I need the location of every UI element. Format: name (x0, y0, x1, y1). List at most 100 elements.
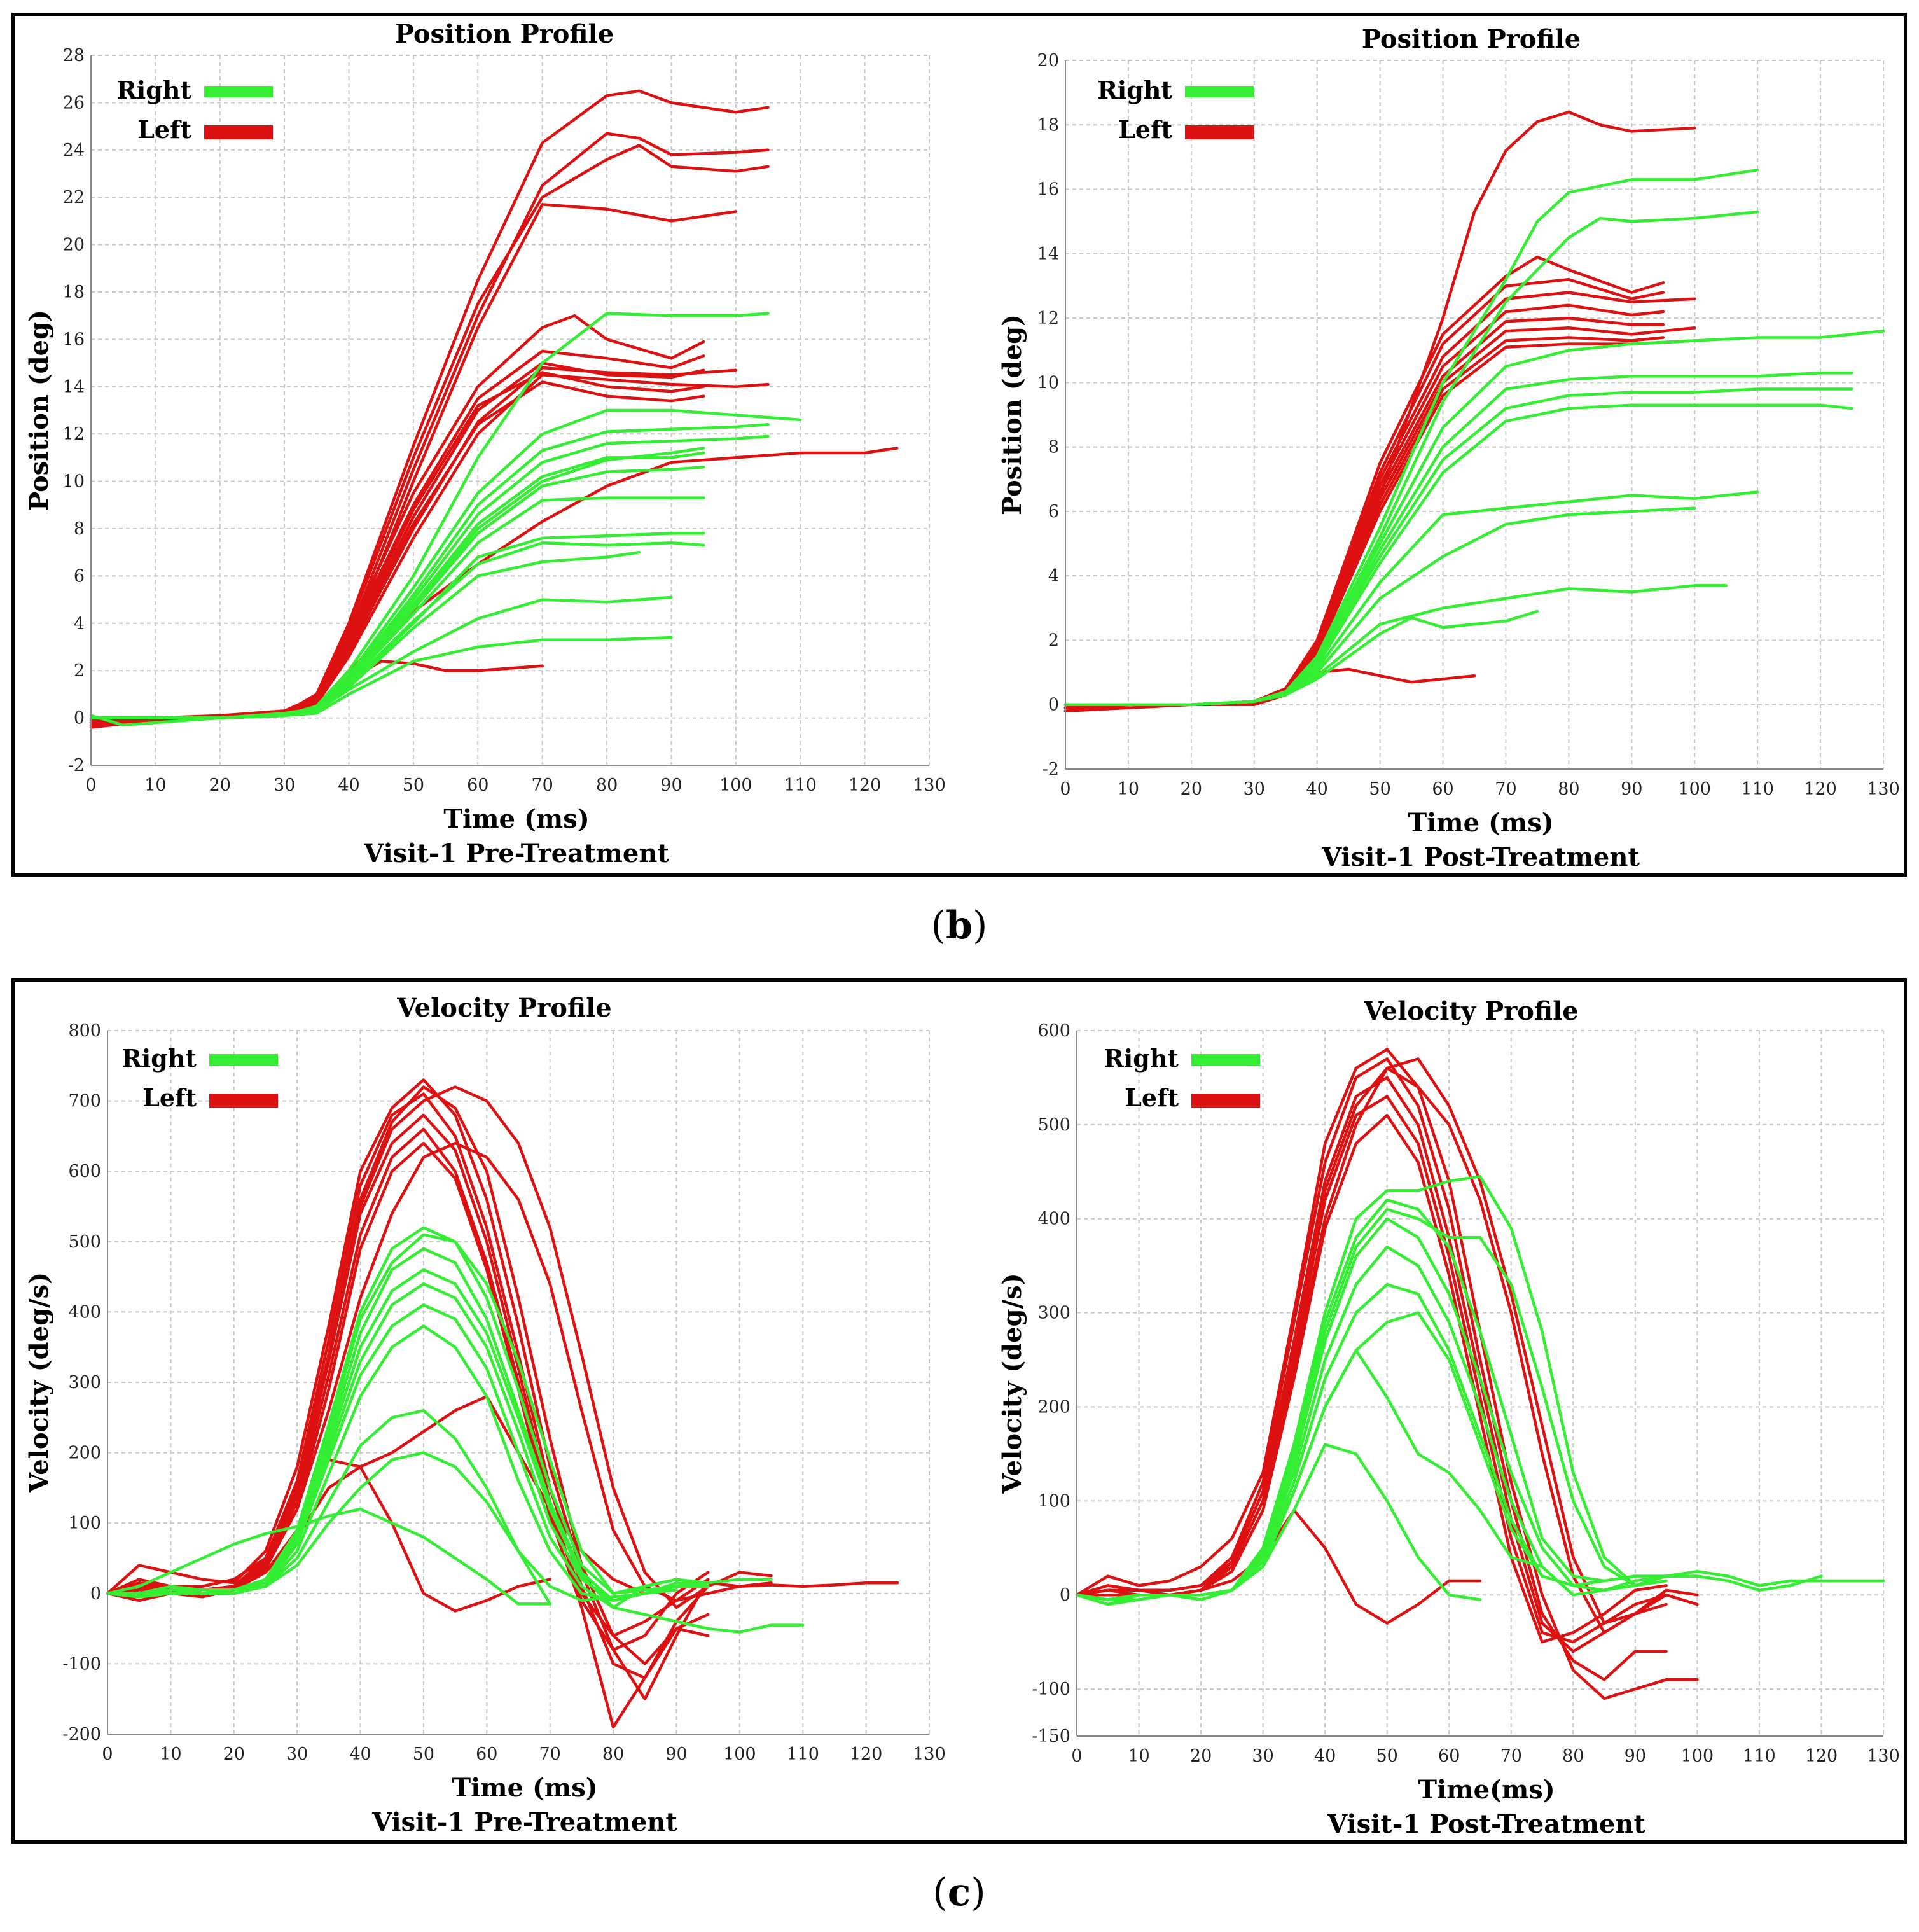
y-axis-label: Velocity (deg/s) (24, 1272, 54, 1493)
legend-label-left: Left (1125, 1083, 1179, 1112)
chart-title: Velocity Profile (396, 993, 611, 1023)
legend-label-right: Right (121, 1044, 197, 1073)
x-tick-label: 0 (85, 775, 96, 795)
plot-area (1065, 60, 1883, 769)
x-tick-label: 30 (1244, 779, 1265, 799)
y-tick-label: -2 (68, 756, 85, 775)
x-tick-label: 130 (913, 1744, 946, 1764)
y-tick-label: 2 (1048, 630, 1059, 650)
x-tick-label: 40 (1314, 1746, 1336, 1766)
x-tick-label: 110 (1743, 1746, 1776, 1766)
series-line-right (106, 1451, 678, 1602)
legend-label-left: Left (137, 115, 191, 144)
x-tick-label: 50 (403, 775, 424, 795)
x-tick-label: 100 (1681, 1746, 1714, 1766)
legend-swatch-right (204, 86, 273, 97)
chart-subtitle: Visit-1 Pre-Treatment (371, 1807, 677, 1837)
panel-c: 0 10 20 30 40 50 60 70 80 90 100 110 120 130 -200 -100 0… (11, 978, 1907, 1844)
y-tick-label: -100 (1032, 1679, 1070, 1699)
x-tick-label: 50 (1376, 1746, 1398, 1766)
x-tick-label: 90 (1625, 1746, 1646, 1766)
x-tick-label: 100 (723, 1744, 756, 1764)
caption-b-letter: b (946, 903, 973, 948)
y-tick-label: 8 (74, 519, 85, 539)
legend-swatch-left (209, 1094, 278, 1108)
y-tick-label: 22 (63, 188, 85, 207)
x-tick-label: 0 (102, 1744, 113, 1764)
y-tick-label: 600 (68, 1162, 101, 1181)
x-tick-label: 30 (286, 1744, 308, 1764)
x-tick-label: 80 (596, 775, 618, 795)
x-tick-label: 80 (1558, 779, 1579, 799)
y-tick-label: -100 (62, 1654, 101, 1674)
y-tick-label: 200 (68, 1443, 101, 1463)
y-tick-label: -200 (62, 1725, 101, 1744)
legend-label-right: Right (1097, 76, 1172, 104)
y-tick-label: 2 (74, 661, 85, 681)
x-tick-label: 50 (413, 1744, 434, 1764)
x-tick-label: 120 (850, 1744, 883, 1764)
y-tick-label: 26 (63, 93, 85, 113)
chart-position-post: 0 10 20 30 40 50 60 70 80 90 100 110 120 130-20246810… (997, 24, 1900, 872)
y-tick-label: -150 (1032, 1727, 1070, 1746)
y-tick-label: 500 (68, 1232, 101, 1252)
x-tick-label: 60 (1432, 779, 1453, 799)
x-tick-label: 50 (1369, 779, 1390, 799)
x-tick-label: 10 (1118, 779, 1139, 799)
chart-position-pre: 0 10 20 30 40 50 60 70 80 90 100 110 120 130-20246810… (24, 19, 946, 868)
chart-title: Position Profile (395, 19, 614, 49)
series-line-right (106, 1507, 551, 1606)
y-axis-label: Position (deg) (24, 310, 54, 511)
series-line-left (1075, 1057, 1699, 1625)
legend-swatch-right (1191, 1054, 1260, 1066)
y-tick-label: 16 (63, 330, 85, 349)
y-tick-label: 16 (1037, 180, 1059, 200)
x-tick-label: 80 (1562, 1746, 1584, 1766)
chart-velocity-pre: 0 10 20 30 40 50 60 70 80 90 100 110 120 130 -200 -100 0… (24, 993, 946, 1837)
x-axis-label: Time(ms) (1418, 1775, 1555, 1805)
x-tick-label: 20 (223, 1744, 245, 1764)
x-tick-label: 90 (660, 775, 682, 795)
legend-swatch-left (1185, 125, 1254, 139)
y-tick-label: 400 (68, 1302, 101, 1322)
legend-label-left: Left (142, 1083, 197, 1112)
series-line-right (89, 447, 705, 727)
x-tick-label: 110 (784, 775, 817, 795)
y-tick-label: 14 (63, 377, 85, 397)
x-tick-label: 110 (786, 1744, 819, 1764)
x-axis-label: Time (ms) (452, 1773, 597, 1803)
x-tick-label: 10 (144, 775, 166, 795)
y-tick-label: 20 (1037, 51, 1059, 71)
y-tick-label: 0 (74, 709, 85, 728)
chart-subtitle: Visit-1 Post-Treatment (1321, 842, 1640, 872)
x-tick-label: 120 (1804, 779, 1837, 799)
legend-label-right: Right (1104, 1044, 1179, 1073)
x-tick-label: 0 (1071, 1746, 1082, 1766)
x-tick-label: 70 (539, 1744, 561, 1764)
y-tick-label: 500 (1037, 1115, 1070, 1135)
x-tick-label: 90 (665, 1744, 687, 1764)
x-tick-label: 40 (349, 1744, 371, 1764)
y-tick-label: 10 (63, 472, 85, 492)
x-tick-label: 10 (160, 1744, 181, 1764)
x-tick-label: 10 (1128, 1746, 1149, 1766)
y-tick-label: 300 (68, 1373, 101, 1393)
caption-c-letter: c (947, 1870, 971, 1915)
y-tick-label: 28 (63, 46, 85, 66)
y-tick-label: 14 (1037, 244, 1059, 264)
y-tick-label: 800 (68, 1021, 101, 1041)
y-tick-label: 700 (68, 1092, 101, 1111)
chart-subtitle: Visit-1 Pre-Treatment (363, 838, 669, 868)
series-line-right (106, 1233, 710, 1595)
y-tick-label: 18 (63, 282, 85, 302)
chart-velocity-post: 0 10 20 30 40 50 60 70 80 90 100 110 120 130 -150 -100 0… (997, 996, 1900, 1839)
x-tick-label: 120 (849, 775, 882, 795)
chart-subtitle: Visit-1 Post-Treatment (1327, 1809, 1645, 1839)
y-tick-label: 8 (1048, 438, 1059, 457)
x-axis-label: Time (ms) (1408, 808, 1553, 838)
chart-title: Position Profile (1362, 24, 1581, 54)
x-tick-label: 90 (1621, 779, 1642, 799)
x-tick-label: 30 (1252, 1746, 1273, 1766)
x-tick-label: 110 (1741, 779, 1774, 799)
x-tick-label: 100 (719, 775, 752, 795)
